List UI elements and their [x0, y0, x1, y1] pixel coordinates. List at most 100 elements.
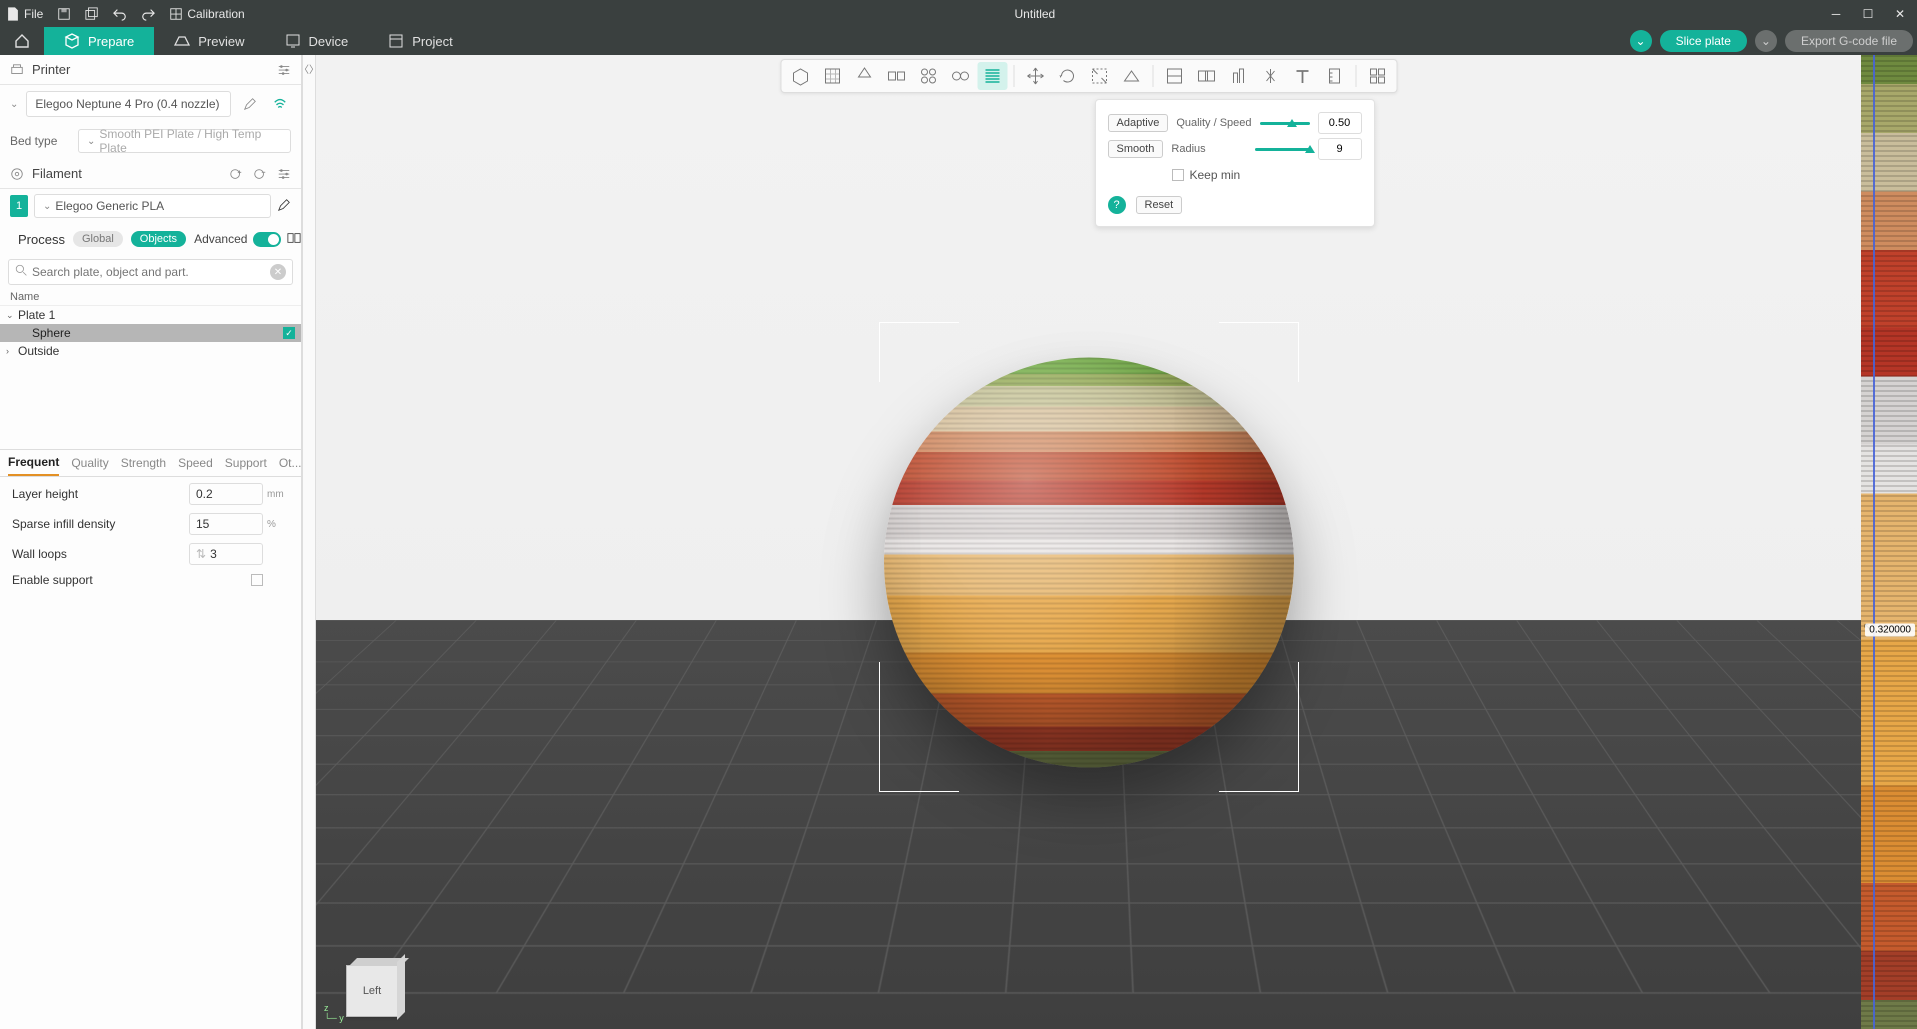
settings-tab-speed[interactable]: Speed [178, 450, 213, 476]
printer-settings-icon[interactable] [277, 63, 291, 77]
edit-printer-icon[interactable] [239, 93, 261, 115]
home-tab[interactable] [0, 27, 44, 55]
compare-icon[interactable] [287, 231, 301, 248]
minimize-button[interactable]: ─ [1825, 7, 1847, 21]
object-search[interactable]: ✕ [8, 259, 293, 285]
bed-type-select[interactable]: ⌄ Smooth PEI Plate / High Temp Plate [78, 129, 291, 153]
device-tab[interactable]: Device [265, 27, 369, 55]
prepare-tab[interactable]: Prepare [44, 27, 154, 55]
infill-input[interactable]: 15 [189, 513, 263, 535]
radius-slider[interactable] [1255, 148, 1309, 151]
selection-bracket [879, 662, 959, 792]
tree-outside-row[interactable]: › Outside [0, 342, 301, 360]
nav-cube[interactable]: Left [346, 965, 398, 1017]
home-icon [14, 33, 30, 49]
export-button[interactable]: Export G-code file [1785, 30, 1913, 52]
tool-measure[interactable] [1319, 62, 1349, 90]
tool-assembly[interactable] [1362, 62, 1392, 90]
tool-variable-layer[interactable] [977, 62, 1007, 90]
tool-text[interactable] [1287, 62, 1317, 90]
tool-support-paint[interactable] [1223, 62, 1253, 90]
smooth-button[interactable]: Smooth [1108, 140, 1164, 158]
tool-move[interactable] [1020, 62, 1050, 90]
search-input[interactable] [32, 265, 270, 279]
bed-type-value: Smooth PEI Plate / High Temp Plate [99, 127, 282, 155]
quality-slider[interactable] [1260, 122, 1309, 125]
layer-height-input[interactable]: 0.2 [189, 483, 263, 505]
filament-add-icon[interactable] [229, 167, 243, 181]
layer-profile-curve [1873, 55, 1875, 1029]
process-title: Process [18, 232, 65, 247]
preview-icon [174, 33, 190, 49]
maximize-button[interactable]: ☐ [1857, 7, 1879, 21]
wifi-icon[interactable] [269, 93, 291, 115]
object-tree: Name ⌄ Plate 1 Sphere ✓ › Outside [0, 289, 301, 449]
tool-mesh-boolean[interactable] [1191, 62, 1221, 90]
tool-scale[interactable] [1084, 62, 1114, 90]
colorbar-hover-value: 0.320000 [1865, 623, 1915, 636]
prepare-label: Prepare [88, 34, 134, 49]
tool-seam-paint[interactable] [1255, 62, 1285, 90]
clear-search-icon[interactable]: ✕ [270, 264, 286, 280]
selection-bracket [879, 322, 959, 382]
filament-section-header: Filament [0, 159, 301, 189]
filament-remove-icon[interactable] [253, 167, 267, 181]
quality-value[interactable]: 0.50 [1318, 112, 1362, 134]
close-button[interactable]: ✕ [1889, 7, 1911, 21]
help-icon[interactable]: ? [1108, 196, 1126, 214]
save-all-icon-btn[interactable] [85, 7, 99, 21]
filament-section-title: Filament [32, 166, 82, 181]
settings-tab-support[interactable]: Support [225, 450, 267, 476]
filament-index[interactable]: 1 [10, 195, 28, 217]
filament-settings-icon[interactable] [277, 167, 291, 181]
tree-sphere-row[interactable]: Sphere ✓ [0, 324, 301, 342]
settings-tab-quality[interactable]: Quality [71, 450, 108, 476]
radius-value[interactable]: 9 [1318, 138, 1362, 160]
tool-add-cube[interactable] [785, 62, 815, 90]
export-dropdown[interactable]: ⌄ [1755, 30, 1777, 52]
project-tab[interactable]: Project [368, 27, 472, 55]
radius-label: Radius [1171, 143, 1247, 155]
tool-cut[interactable] [1159, 62, 1189, 90]
filament-select[interactable]: ⌄ Elegoo Generic PLA [34, 194, 271, 218]
settings-tab-ot[interactable]: Ot... [279, 450, 302, 476]
calibration-menu[interactable]: Calibration [169, 7, 244, 21]
tool-split-obj[interactable] [913, 62, 943, 90]
layer-height-colorbar[interactable]: ↖ 0.320000 [1861, 55, 1917, 1029]
viewport-3d[interactable]: Adaptive Quality / Speed 0.50 Smooth Rad… [316, 55, 1861, 1029]
save-icon-btn[interactable] [57, 7, 71, 21]
walls-input[interactable]: ⇅3 [189, 543, 263, 565]
slice-dropdown[interactable]: ⌄ [1630, 30, 1652, 52]
adaptive-button[interactable]: Adaptive [1108, 114, 1169, 132]
file-menu[interactable]: File [6, 7, 43, 21]
process-objects-pill[interactable]: Objects [131, 231, 186, 247]
keep-min-checkbox[interactable]: Keep min [1172, 168, 1241, 182]
redo-btn[interactable] [141, 7, 155, 21]
tool-rotate[interactable] [1052, 62, 1082, 90]
printer-select[interactable]: Elegoo Neptune 4 Pro (0.4 nozzle) [26, 91, 231, 117]
frequent-params: Layer height 0.2 mm Sparse infill densit… [0, 477, 301, 593]
tool-place-on-face[interactable] [1116, 62, 1146, 90]
panel-collapse-handle[interactable]: 〈〉 [302, 55, 316, 1029]
tool-split-part[interactable] [945, 62, 975, 90]
support-label: Enable support [12, 573, 251, 587]
advanced-toggle[interactable] [253, 232, 281, 247]
bed-type-label: Bed type [10, 134, 70, 148]
tree-sphere-check[interactable]: ✓ [283, 327, 295, 339]
edit-filament-icon[interactable] [277, 198, 291, 215]
process-global-pill[interactable]: Global [73, 231, 123, 247]
tool-add-plate[interactable] [817, 62, 847, 90]
reset-button[interactable]: Reset [1136, 196, 1183, 214]
slice-button[interactable]: Slice plate [1660, 30, 1747, 52]
axis-indicator: z└─ y [324, 1003, 344, 1023]
settings-tab-strength[interactable]: Strength [121, 450, 166, 476]
settings-tab-frequent[interactable]: Frequent [8, 450, 59, 476]
tree-outside-label: Outside [18, 344, 59, 358]
preview-tab[interactable]: Preview [154, 27, 264, 55]
tool-arrange[interactable] [881, 62, 911, 90]
tool-orient[interactable] [849, 62, 879, 90]
layer-height-unit: mm [263, 489, 289, 500]
tree-plate-row[interactable]: ⌄ Plate 1 [0, 306, 301, 324]
undo-btn[interactable] [113, 7, 127, 21]
support-checkbox[interactable] [251, 574, 263, 586]
